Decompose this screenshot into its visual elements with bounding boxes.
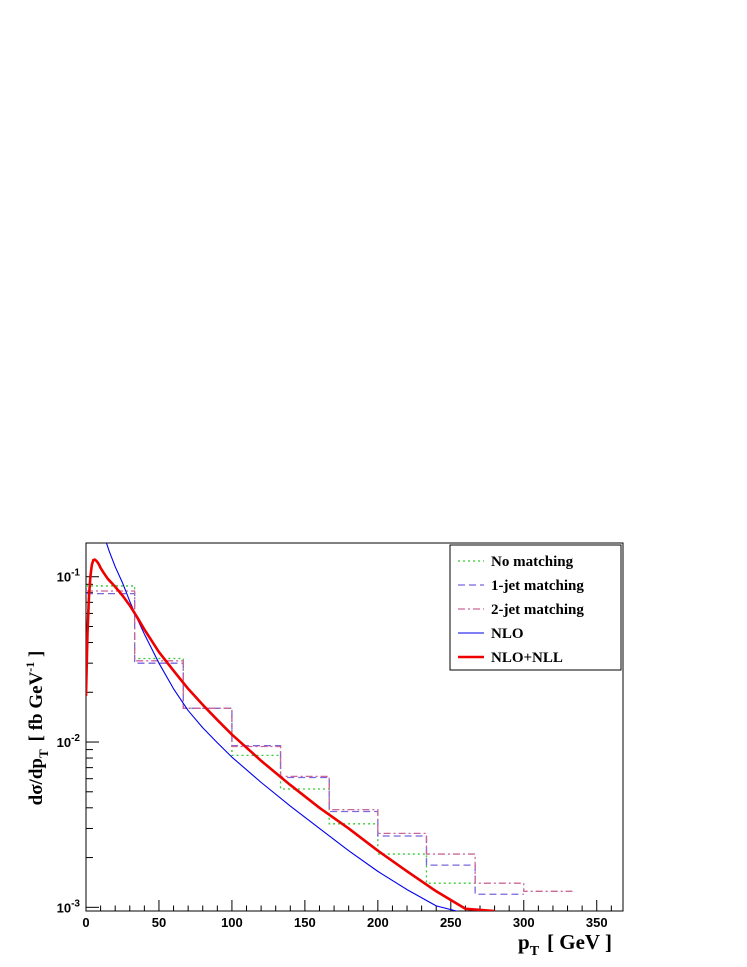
series-layer (86, 543, 573, 911)
y-tick-label: 10-2 (57, 733, 81, 750)
y-tick-label: 10-3 (57, 898, 81, 915)
x-axis-ticks: 0 50 100 150 200 250 300 350 (82, 900, 612, 930)
x-tick-label: 200 (367, 915, 389, 930)
legend: No matching 1-jet matching 2-jet matching N… (449, 544, 622, 671)
legend-entries: No matching 1-jet matching 2-jet matching N… (458, 554, 584, 666)
x-tick-label: 150 (294, 915, 316, 930)
legend-label: 1-jet matching (491, 578, 584, 594)
x-tick-label: 50 (152, 915, 166, 930)
legend-box (449, 544, 622, 671)
legend-label: NLO (491, 626, 524, 642)
legend-label: NLO+NLL (491, 650, 563, 666)
y-tick-label: 10-1 (57, 568, 81, 585)
plot-frame (85, 542, 624, 912)
y-axis-ticks: 10-1 10-2 10-3 (57, 568, 99, 915)
x-tick-label: 250 (440, 915, 462, 930)
x-tick-label: 300 (513, 915, 535, 930)
series-3-line (105, 543, 475, 911)
series-2-histogram (86, 590, 573, 892)
y-axis-title: dσ/dpT[ fb GeV-1 ] (23, 651, 51, 806)
x-tick-label: 350 (586, 915, 608, 930)
x-tick-label: 100 (221, 915, 243, 930)
x-axis-title: pT[ GeV ] (518, 930, 612, 959)
legend-label: No matching (491, 554, 574, 570)
x-tick-label: 0 (82, 915, 89, 930)
series-1-histogram (86, 593, 524, 895)
legend-label: 2-jet matching (491, 602, 584, 618)
series-4-line (86, 558, 495, 911)
